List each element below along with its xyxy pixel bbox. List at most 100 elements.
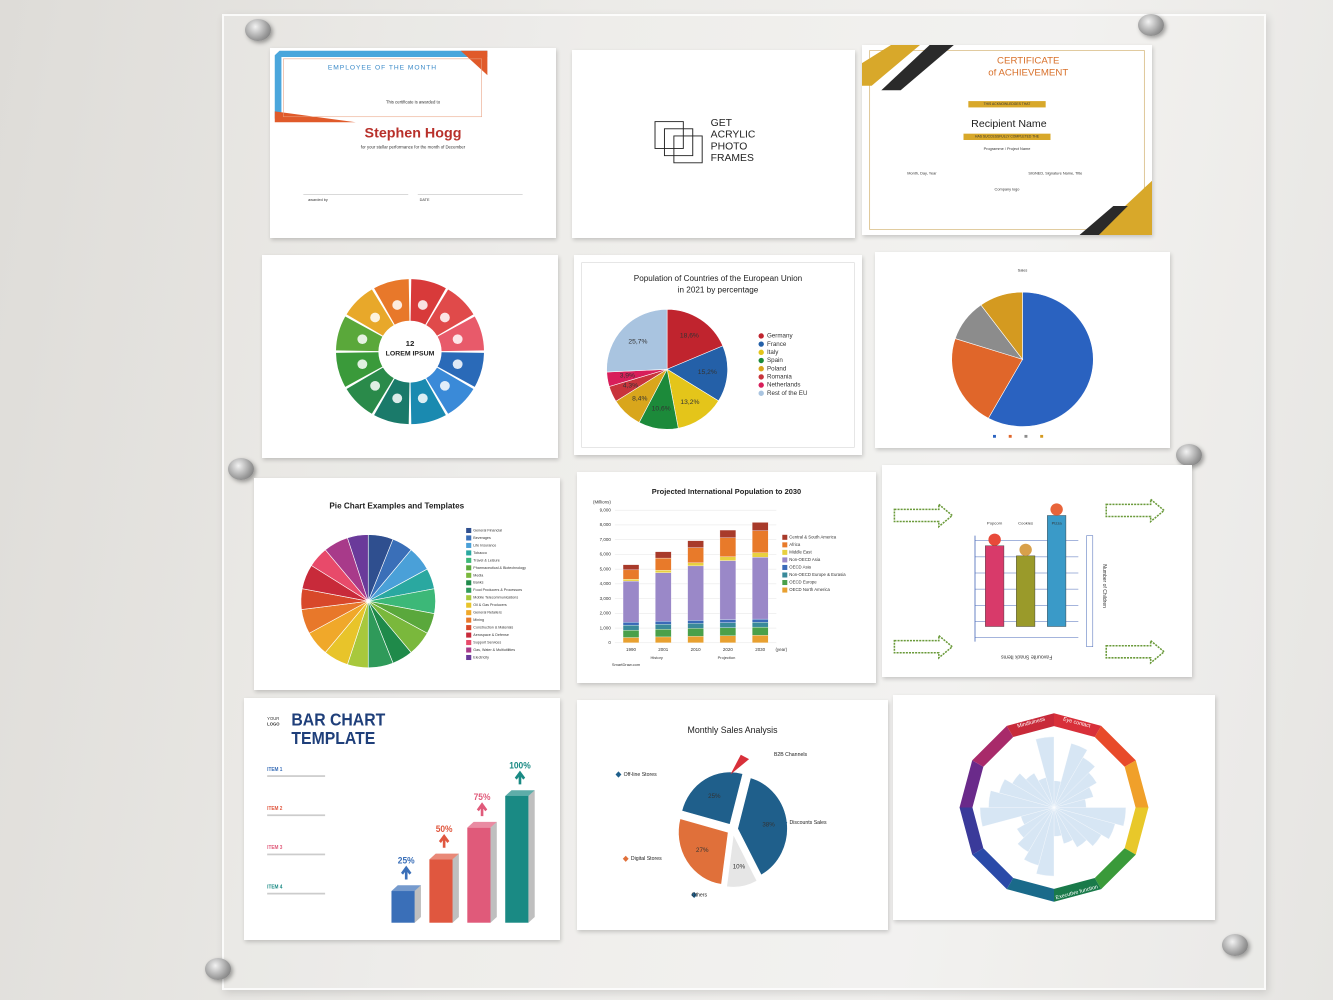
wheel-segment (410, 378, 446, 425)
sheet-art: 12 LOREM IPSUM (336, 279, 484, 425)
legend-label: Gas, Water & Multiutilities (473, 648, 515, 652)
pie-slice (726, 833, 758, 888)
item-label: Cookies (1018, 521, 1033, 526)
sector (1053, 798, 1087, 808)
sheet: Popcorn Cookies Pizza Number of Children Fav… (882, 465, 1192, 677)
sheet-art: EMPLOYEE OF THE MONTH This certificate is… (274, 50, 523, 202)
sheet: Monthly Sales Analysis 38% 10% 27% 25% Discou… (577, 700, 888, 930)
legend-swatch (466, 632, 472, 638)
category-label: B2B Channels (774, 752, 807, 758)
bar-segment (655, 629, 672, 638)
bar-top (391, 885, 421, 892)
bar-segment (655, 621, 672, 625)
y-tick-label: 4,000 (600, 581, 612, 586)
bar (1016, 555, 1036, 627)
bar-segment (622, 580, 640, 623)
legend-label: OECD North America (789, 587, 830, 592)
legend-label: General Financial (473, 528, 502, 532)
icon (452, 334, 463, 344)
legend-swatch (466, 580, 472, 586)
legend-label: Banks (473, 581, 483, 585)
standoff (1222, 934, 1248, 956)
sector (1035, 736, 1055, 808)
value-label: 100% (509, 760, 531, 770)
item-label: ITEM 3 (267, 845, 282, 851)
legend-swatch (466, 640, 472, 646)
category-label: Off-line Stores (624, 772, 657, 778)
y-tick-label: 3,000 (600, 596, 612, 601)
legend-swatch (782, 572, 788, 578)
sector (1053, 807, 1074, 844)
legend-swatch (758, 357, 764, 364)
legend-swatch (782, 557, 788, 563)
bar-segment (719, 529, 737, 538)
sheet: 12 LOREM IPSUM (262, 255, 558, 458)
pie-slice (666, 308, 724, 370)
bar-segment (622, 629, 640, 638)
field: Company logo (995, 188, 1020, 192)
legend-label: Mining (473, 618, 484, 622)
standoff (1138, 14, 1164, 36)
slice-label: 15,2% (698, 369, 717, 376)
logo-text: ACRYLIC (711, 130, 756, 141)
ribbon-text: THIS ACKNOWLEDGES THAT (984, 102, 1031, 106)
legend-label: Middle East (789, 550, 812, 555)
chart-title: Sales (1018, 269, 1028, 273)
legend-label: Poland (767, 365, 787, 372)
number: 12 (406, 339, 415, 348)
standoff (245, 19, 271, 41)
bar-segment (687, 565, 704, 621)
y-tick-label: 9,000 (600, 507, 612, 512)
wheel-segment (437, 352, 484, 387)
heading: CERTIFICATE (997, 56, 1059, 66)
bar (985, 545, 1005, 627)
slice-label: 10,6% (652, 406, 671, 413)
chart-title: Population of Countries of the European … (634, 274, 802, 283)
placeholder-line (267, 814, 326, 817)
bar-segment (655, 624, 672, 630)
legend-label: Romania (767, 374, 792, 381)
sheet-art: Sales (951, 269, 1094, 438)
legend-swatch (758, 390, 764, 396)
sector (1017, 807, 1055, 853)
legend-swatch (466, 535, 472, 541)
ring-segment (959, 760, 984, 808)
sheet: Eye contact Mindfulness Executive function (893, 695, 1215, 920)
wheel-segment (346, 289, 394, 336)
decor (274, 50, 488, 119)
bar-side (490, 821, 497, 923)
sector (979, 807, 1055, 827)
icon (357, 334, 368, 344)
standoff (1176, 444, 1202, 466)
legend-label: Pharmaceutical & Biotechnology (473, 566, 526, 570)
icon (439, 312, 450, 323)
y-tick-label: 8,000 (600, 522, 612, 527)
legend-label: France (767, 341, 787, 348)
wheel-segment (374, 378, 410, 425)
icon (439, 381, 450, 391)
legend-label: Electricity (473, 655, 489, 659)
bar (505, 795, 529, 923)
bar-segment (622, 569, 640, 580)
legend-swatch (782, 587, 788, 593)
ribbon (968, 101, 1046, 108)
pie-slice (951, 338, 1023, 419)
wheel-segment (426, 367, 474, 414)
sector (1038, 777, 1055, 808)
value-label: 50% (436, 823, 453, 833)
sector (1023, 807, 1055, 866)
bar (429, 859, 453, 923)
slice-label: 13,2% (680, 399, 699, 406)
pie-slice (980, 291, 1023, 361)
logo: LOGO (267, 722, 280, 727)
legend-swatch (758, 374, 764, 380)
field: Programme / Project Name (984, 147, 1031, 151)
icon (1050, 503, 1063, 516)
icon (417, 393, 428, 404)
axis-label: Favourite Snack Items (1001, 654, 1053, 660)
logo: YOUR (267, 716, 279, 721)
sheet: GET ACRYLIC PHOTO FRAMES (572, 50, 855, 238)
bar-segment (622, 578, 640, 582)
name: Stephen Hogg (365, 125, 462, 141)
